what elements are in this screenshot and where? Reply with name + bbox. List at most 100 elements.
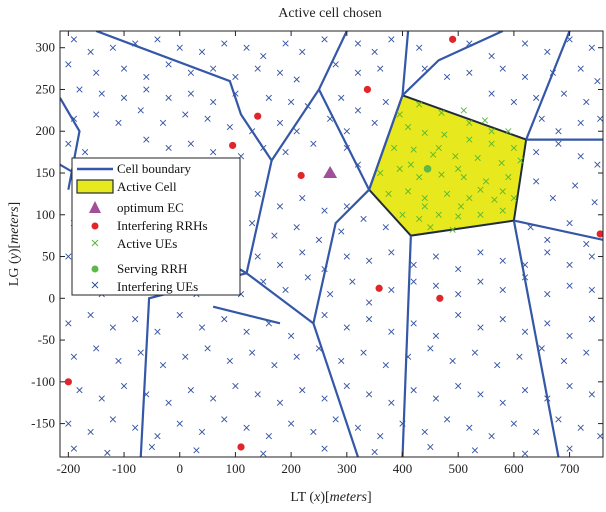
interfering-ue-marker: [371, 48, 378, 56]
interfering-ue-marker: [416, 44, 423, 51]
interfering-ue-marker: [87, 428, 94, 436]
interfering-ue-marker: [577, 153, 584, 160]
legend-box: [71, 157, 241, 296]
interfering-ue-marker: [466, 424, 473, 431]
interfering-ue-marker: [354, 424, 362, 431]
interfering-rrh-marker: [229, 141, 237, 150]
interfering-ue-marker: [282, 148, 289, 156]
interfering-ue-marker: [510, 98, 518, 106]
interfering-ue-marker: [176, 311, 183, 319]
interfering-ue-marker: [365, 391, 373, 398]
interfering-ue-marker: [154, 36, 161, 43]
interfering-ue-marker: [544, 320, 551, 327]
interfering-ue-marker: [154, 328, 161, 335]
y-tick-label: 150: [36, 165, 56, 180]
interfering-ue-marker: [443, 73, 451, 81]
active-ue-marker: [460, 107, 467, 114]
interfering-ue-marker: [115, 119, 122, 127]
legend-swatch-optimum-ec: [89, 201, 101, 213]
interfering-ue-marker: [198, 324, 206, 331]
active-ue-marker: [505, 128, 512, 135]
interfering-ue-marker: [354, 107, 362, 114]
interfering-ue-marker: [488, 52, 495, 60]
interfering-ue-marker: [187, 140, 194, 147]
y-tick-label: -50: [38, 332, 55, 347]
interfering-ue-marker: [591, 199, 598, 206]
interfering-ue-marker: [499, 257, 506, 264]
interfering-ue-marker: [243, 328, 250, 335]
y-tick-label: 300: [36, 40, 56, 55]
interfering-ue-marker: [572, 182, 579, 189]
active-ue-marker: [396, 111, 403, 118]
interfering-ue-marker: [566, 382, 573, 390]
active-ue-marker: [488, 128, 495, 135]
interfering-ue-marker: [321, 311, 328, 319]
cell-boundary-line: [513, 219, 603, 241]
interfering-ue-marker: [471, 349, 479, 356]
interfering-ue-marker: [388, 249, 395, 256]
legend-label-serving-rrh: Serving RRH: [117, 261, 187, 276]
cell-boundary-line: [401, 235, 412, 457]
active-ue-marker: [499, 188, 506, 195]
optimum-ec-marker: [323, 166, 338, 178]
interfering-ue-marker: [597, 432, 603, 440]
interfering-ue-marker: [299, 249, 306, 256]
interfering-ue-marker: [132, 316, 139, 323]
interfering-ue-marker: [243, 44, 250, 51]
interfering-ue-marker: [288, 420, 295, 427]
legend-label-cell-boundary: Cell boundary: [117, 161, 192, 176]
interfering-ue-marker: [533, 428, 540, 436]
active-ue-marker: [455, 213, 462, 220]
interfering-ue-marker: [588, 253, 595, 260]
interfering-ue-marker: [594, 161, 601, 168]
interfering-ue-marker: [326, 290, 334, 298]
interfering-rrh-marker: [254, 112, 262, 120]
active-ue-marker: [427, 224, 434, 231]
interfering-ue-marker: [293, 224, 300, 231]
interfering-ue-marker: [521, 73, 529, 81]
y-tick-label: 200: [36, 123, 56, 138]
active-ue-marker: [481, 117, 489, 124]
interfering-ue-marker: [198, 48, 206, 56]
interfering-ue-marker: [93, 111, 100, 118]
interfering-ue-marker: [276, 203, 284, 210]
interfering-ue-marker: [533, 178, 540, 185]
interfering-ue-marker: [187, 387, 194, 394]
cell-boundary-line: [525, 31, 571, 140]
interfering-ue-marker: [321, 207, 328, 214]
interfering-ue-marker: [499, 286, 506, 294]
interfering-ue-marker: [187, 69, 194, 76]
interfering-ue-marker: [226, 123, 233, 131]
interfering-ue-marker: [354, 69, 362, 76]
interfering-ue-marker: [282, 286, 289, 294]
interfering-ue-marker: [555, 128, 562, 135]
interfering-ue-marker: [109, 416, 117, 423]
active-ue-marker: [404, 188, 412, 195]
legend-label-interfering-rrhs: Interfering RRHs: [117, 218, 208, 233]
interfering-ue-marker: [477, 278, 484, 285]
interfering-ue-marker: [594, 77, 601, 85]
interfering-ue-marker: [221, 316, 228, 323]
active-ue-marker: [399, 211, 406, 218]
interfering-ue-marker: [488, 90, 495, 97]
interfering-ue-marker: [432, 282, 440, 289]
interfering-ue-marker: [421, 428, 428, 436]
interfering-ue-marker: [566, 219, 573, 227]
interfering-ue-marker: [577, 119, 584, 127]
active-ue-marker: [477, 211, 484, 218]
interfering-ue-marker: [544, 249, 551, 256]
legend-swatch-serving-rrh: [91, 265, 99, 273]
active-ue-marker: [416, 174, 423, 181]
interfering-rrh-marker: [237, 443, 245, 451]
interfering-ue-marker: [137, 107, 144, 114]
interfering-ue-marker: [382, 98, 389, 106]
x-tick-label: 200: [281, 461, 301, 476]
interfering-ue-marker: [104, 449, 111, 456]
cell-boundary-line: [312, 323, 359, 457]
interfering-ue-marker: [343, 324, 350, 331]
interfering-ue-marker: [98, 90, 105, 97]
interfering-rrh-marker: [436, 294, 444, 302]
interfering-ue-marker: [410, 387, 417, 394]
interfering-ue-marker: [382, 361, 389, 369]
interfering-ue-marker: [265, 94, 272, 101]
